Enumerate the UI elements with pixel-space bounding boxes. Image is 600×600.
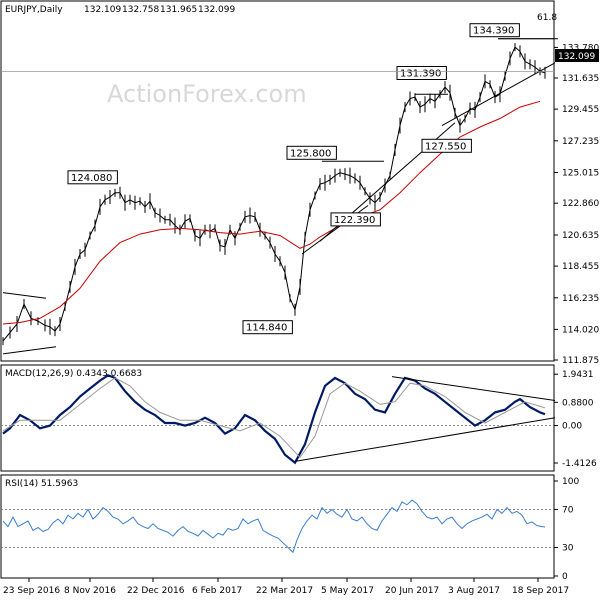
macd-title: MACD(12,26,9) 0.4343 0.6683 xyxy=(5,369,142,379)
symbol-timeframe: EURJPY,Daily xyxy=(5,5,63,15)
x-tick-label: 18 Sep 2017 xyxy=(512,586,569,596)
annotation-label: 125.800 xyxy=(290,148,331,159)
x-tick-label: 22 Dec 2016 xyxy=(127,586,185,596)
fib-label: 61.8 xyxy=(537,13,557,23)
annotation-box xyxy=(330,212,381,227)
trendline xyxy=(2,292,47,299)
rsi-y-axis: 100 70 30 0 xyxy=(554,477,579,582)
y-tick-label: 131.635 xyxy=(562,74,599,84)
rsi-series-group xyxy=(2,499,546,554)
trendline xyxy=(2,346,57,355)
y-tick-label: 116.235 xyxy=(562,294,599,304)
trendline xyxy=(441,62,556,127)
annotation-label: 122.390 xyxy=(334,215,375,226)
x-tick-label: 23 Sep 2016 xyxy=(3,586,60,596)
y-tick-label: 129.455 xyxy=(562,105,599,115)
y-tick-label: 122.860 xyxy=(562,199,599,209)
rsi-title: RSI(14) 51.5963 xyxy=(5,479,78,489)
y-tick-label: 100 xyxy=(562,477,579,487)
annotation-box xyxy=(242,320,293,335)
rsi-panel-frame xyxy=(0,474,555,579)
rsi-line xyxy=(2,499,546,554)
annotation-label: 114.840 xyxy=(246,323,287,334)
annotation-box xyxy=(421,138,472,153)
x-tick-label: 8 Nov 2016 xyxy=(64,586,116,596)
y-tick-label: 118.455 xyxy=(562,262,599,272)
trendline xyxy=(391,376,556,401)
y-tick-label: 125.015 xyxy=(562,169,599,179)
annotation-box xyxy=(67,170,118,185)
trendline xyxy=(294,417,556,462)
y-tick-label: 127.235 xyxy=(562,137,599,147)
annotation-box xyxy=(286,145,337,160)
y-tick-label: 70 xyxy=(562,506,574,516)
price-header: EURJPY,Daily 132.109 132.758 131.965 132… xyxy=(5,5,235,15)
current-price-label: 132.099 xyxy=(558,52,595,62)
macd-y-axis: 1.9431 0.8800 0.00 -1.4126 xyxy=(554,370,597,469)
watermark: ActionForex.com xyxy=(107,80,307,108)
y-tick-label: 0 xyxy=(562,572,568,582)
y-tick-label: 133.780 xyxy=(562,43,599,53)
x-tick-label: 3 Aug 2017 xyxy=(448,586,500,596)
signal-line xyxy=(2,377,546,459)
annotation-label: 124.080 xyxy=(71,173,112,184)
ohlc-high: 132.758 xyxy=(122,5,159,15)
ohlc-open: 132.109 xyxy=(84,5,121,15)
x-tick-label: 20 Jun 2017 xyxy=(385,586,439,596)
annotation-label: 134.390 xyxy=(473,26,514,37)
price-panel-frame xyxy=(0,0,555,362)
y-tick-label: 114.020 xyxy=(562,325,599,335)
y-tick-label: 0.8800 xyxy=(562,398,594,408)
annotation-label: 131.390 xyxy=(400,69,441,80)
y-tick-label: 30 xyxy=(562,544,574,554)
current-price-marker: 132.099 xyxy=(555,49,599,62)
annotation-label: 127.550 xyxy=(425,141,466,152)
annotation-box xyxy=(469,23,520,38)
x-tick-label: 22 Mar 2017 xyxy=(256,586,313,596)
current-price-box xyxy=(555,49,599,62)
y-tick-label: 0.00 xyxy=(562,422,582,432)
macd-line xyxy=(2,374,546,465)
y-tick-label: 1.9431 xyxy=(562,370,594,380)
x-tick-label: 5 May 2017 xyxy=(321,586,374,596)
x-tick-label: 6 Feb 2017 xyxy=(192,586,242,596)
y-tick-label: 120.635 xyxy=(562,231,599,241)
price-annotations: 134.390 131.390 127.550 125.800 124.080 122.3… xyxy=(67,23,520,335)
macd-series-group xyxy=(2,374,546,465)
macd-trendlines xyxy=(294,376,556,462)
x-axis: 23 Sep 2016 8 Nov 2016 22 Dec 2016 6 Feb 20… xyxy=(3,578,569,596)
ohlc-low: 131.965 xyxy=(160,5,197,15)
y-tick-label: -1.4126 xyxy=(562,459,597,469)
y-tick-label: 111.875 xyxy=(562,356,599,366)
price-y-axis: 133.780 131.635 129.455 127.235 125.015 122.8… xyxy=(554,43,599,366)
ohlc-close: 132.099 xyxy=(198,5,235,15)
annotation-box xyxy=(396,66,447,80)
